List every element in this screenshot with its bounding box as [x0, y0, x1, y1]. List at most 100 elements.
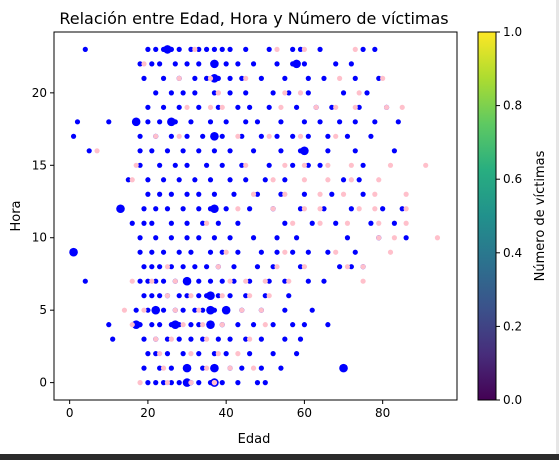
data-point	[200, 220, 206, 226]
data-point	[188, 351, 194, 357]
data-point	[372, 119, 378, 125]
data-point	[141, 61, 147, 67]
x-tick-label: 0	[66, 406, 74, 420]
data-point	[211, 351, 218, 357]
data-point	[182, 378, 192, 387]
data-point	[297, 336, 304, 342]
data-point	[70, 133, 77, 139]
data-point	[317, 162, 323, 168]
data-point	[227, 235, 233, 241]
data-point	[153, 90, 159, 96]
data-point	[192, 46, 198, 52]
data-point	[391, 235, 397, 241]
data-point	[376, 220, 382, 226]
data-point	[274, 235, 280, 241]
data-point	[266, 293, 272, 299]
x-tick-label: 20	[140, 406, 155, 420]
data-point	[321, 278, 327, 284]
data-point	[243, 90, 249, 96]
data-point	[282, 177, 288, 183]
data-point	[176, 177, 182, 183]
data-point	[293, 104, 300, 110]
data-point	[278, 365, 284, 371]
data-point	[403, 191, 409, 197]
colorbar-tick-label: 0.0	[503, 393, 522, 407]
data-point	[380, 75, 386, 81]
data-point	[231, 264, 237, 270]
data-point	[133, 162, 139, 168]
data-point	[344, 264, 351, 270]
data-point	[301, 46, 308, 52]
data-point	[153, 46, 159, 52]
data-point	[149, 293, 155, 299]
data-point	[167, 117, 176, 127]
data-point	[168, 380, 174, 386]
data-point	[180, 264, 186, 270]
data-point	[274, 249, 280, 255]
data-point	[227, 75, 233, 81]
colorbar-label: Número de víctimas	[533, 150, 548, 281]
data-point	[352, 119, 358, 125]
data-point	[274, 61, 280, 67]
data-point	[172, 307, 178, 313]
data-point	[168, 191, 174, 197]
data-point	[129, 220, 135, 226]
data-point	[215, 104, 221, 110]
data-point	[270, 351, 276, 357]
data-point	[157, 264, 163, 270]
data-point	[305, 90, 311, 96]
data-point	[168, 235, 174, 241]
data-point	[333, 104, 339, 110]
data-point	[227, 148, 233, 154]
data-point	[160, 365, 167, 371]
data-point	[352, 148, 358, 154]
data-point	[192, 75, 198, 81]
data-point	[333, 133, 339, 139]
data-point	[227, 90, 233, 96]
data-point	[211, 380, 218, 386]
data-point	[337, 264, 343, 270]
data-point	[301, 61, 308, 67]
data-point	[329, 191, 335, 197]
data-point	[160, 104, 167, 110]
data-point	[368, 133, 374, 139]
data-point	[157, 322, 163, 328]
data-point	[145, 307, 151, 313]
data-point	[137, 235, 143, 241]
data-point	[149, 148, 155, 154]
data-point	[383, 104, 390, 110]
data-point	[360, 191, 366, 197]
data-point	[274, 133, 280, 139]
data-point	[270, 264, 276, 270]
window-bottom-bar	[0, 454, 559, 460]
data-point	[301, 264, 308, 270]
data-point	[196, 351, 202, 357]
data-point	[160, 380, 167, 386]
data-point	[356, 90, 362, 96]
data-point	[360, 278, 366, 284]
data-point	[153, 133, 159, 139]
data-point	[227, 177, 233, 183]
data-point	[129, 322, 135, 328]
data-point	[129, 278, 135, 284]
data-point	[340, 177, 347, 183]
data-point	[333, 61, 339, 67]
data-point	[219, 133, 225, 139]
data-point	[352, 104, 358, 110]
data-point	[250, 191, 257, 197]
data-point	[262, 177, 268, 183]
data-point	[219, 46, 225, 52]
data-point	[196, 278, 202, 284]
data-point	[160, 249, 167, 255]
data-point	[372, 191, 378, 197]
data-point	[376, 235, 382, 241]
y-tick-label: 20	[32, 86, 47, 100]
data-point	[282, 191, 288, 197]
data-point	[172, 278, 178, 284]
data-point	[235, 351, 241, 357]
y-tick-label: 5	[39, 303, 47, 317]
data-point	[243, 46, 249, 52]
data-point	[203, 46, 210, 52]
data-point	[235, 249, 241, 255]
data-point	[219, 322, 225, 328]
